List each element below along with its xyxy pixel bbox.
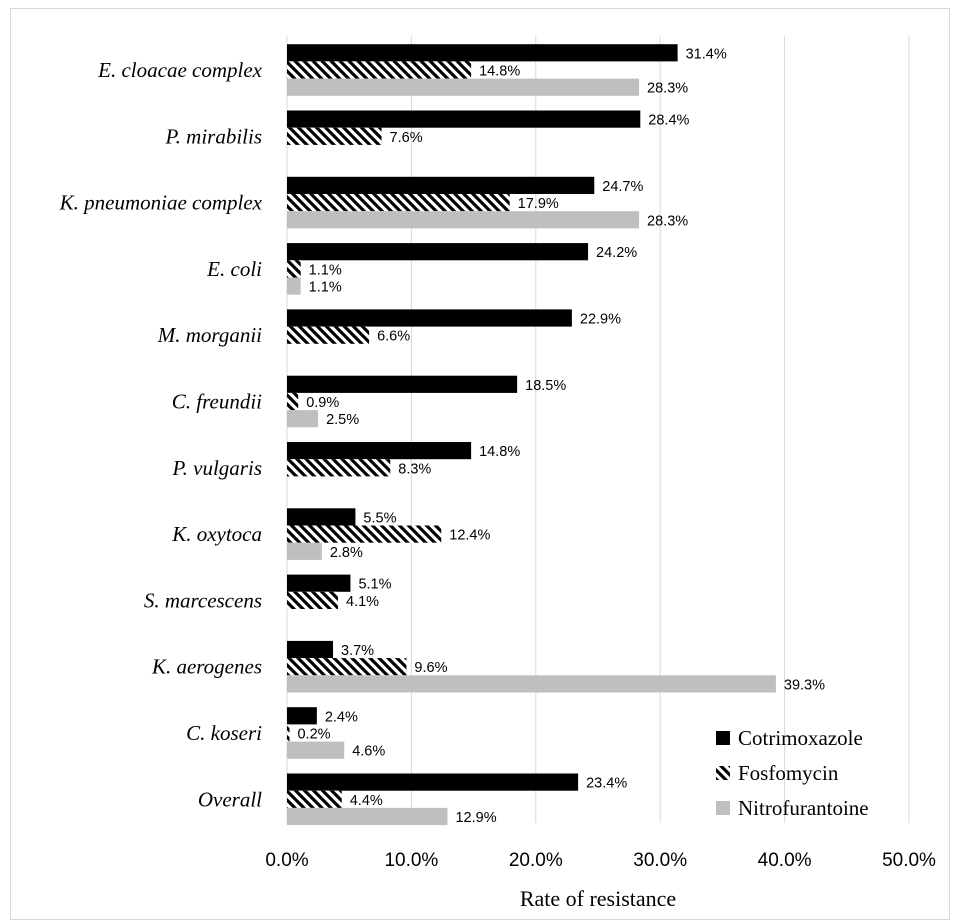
category-label: E. cloacae complex (97, 58, 263, 82)
x-tick-label: 20.0% (509, 850, 563, 871)
bar-cotrimoxazole (287, 508, 356, 526)
bar-cotrimoxazole (287, 640, 334, 659)
bar-fosfomycin (287, 459, 391, 477)
bar-cotrimoxazole (287, 442, 472, 460)
legend-label: Cotrimoxazole (738, 726, 863, 750)
legend-swatch (716, 766, 730, 780)
data-label: 1.1% (309, 280, 342, 296)
data-label: 24.7% (602, 179, 643, 195)
bar-fosfomycin (287, 127, 382, 145)
data-label: 4.4% (350, 793, 383, 809)
data-label: 28.3% (647, 81, 688, 97)
data-label: 4.1% (346, 594, 379, 610)
x-tick-labels: 0.0% 10.0% 20.0% 30.0% 40.0% 50.0% (265, 850, 936, 871)
data-label: 28.4% (648, 113, 689, 129)
bar-nitrofurantoine (287, 675, 776, 693)
data-label: 17.9% (518, 196, 559, 212)
data-label: 12.4% (449, 528, 490, 544)
data-label: 0.9% (306, 395, 339, 411)
data-labels: 31.4% 28.4% 24.7% 24.2% 22.9% 18.5% 14.8% 5.5% 5… (297, 46, 825, 826)
category-label: S. marcescens (144, 588, 262, 612)
legend-label: Nitrofurantoine (738, 796, 869, 820)
bar-cotrimoxazole (287, 176, 595, 194)
bar-cotrimoxazole (287, 243, 589, 261)
legend-swatch (716, 731, 730, 745)
category-label: P. vulgaris (172, 456, 262, 480)
bar-cotrimoxazole (287, 44, 678, 62)
category-labels: E. cloacae complex P. mirabilis K. pneumon… (59, 58, 263, 811)
category-label: K. aerogenes (151, 655, 262, 679)
bars (287, 44, 776, 826)
chart-frame (10, 8, 950, 920)
data-label: 5.5% (363, 510, 396, 526)
data-label: 7.6% (390, 130, 423, 146)
bar-fosfomycin (287, 392, 299, 411)
legend-label: Fosfomycin (738, 761, 839, 785)
category-label: K. oxytoca (171, 522, 262, 546)
data-label: 2.4% (325, 709, 358, 725)
bar-cotrimoxazole (287, 574, 351, 592)
data-label: 31.4% (686, 46, 727, 62)
x-tick-label: 50.0% (882, 850, 936, 871)
category-label: Overall (198, 787, 262, 811)
bar-fosfomycin (287, 790, 342, 808)
data-label: 12.9% (455, 810, 496, 826)
data-label: 22.9% (580, 312, 621, 328)
bar-cotrimoxazole (287, 375, 518, 393)
data-label: 4.6% (352, 744, 385, 760)
bar-cotrimoxazole (287, 707, 317, 725)
bar-fosfomycin (287, 260, 301, 278)
bar-nitrofurantoine (287, 542, 322, 560)
legend: Cotrimoxazole Fosfomycin Nitrofurantoine (716, 726, 869, 820)
category-label: E. coli (206, 257, 262, 281)
bar-fosfomycin (287, 724, 290, 742)
x-tick-label: 30.0% (633, 850, 687, 871)
bar-nitrofurantoine (287, 211, 640, 229)
data-label: 14.8% (479, 64, 520, 80)
bar-fosfomycin (287, 326, 370, 344)
bar-fosfomycin (287, 658, 407, 676)
data-label: 5.1% (358, 577, 391, 593)
data-label: 2.8% (330, 545, 363, 561)
data-label: 14.8% (479, 444, 520, 460)
bar-fosfomycin (287, 194, 510, 212)
data-label: 39.3% (784, 677, 825, 693)
category-label: K. pneumoniae complex (59, 191, 263, 215)
category-label: C. freundii (172, 390, 262, 414)
bar-cotrimoxazole (287, 773, 579, 791)
category-label: P. mirabilis (165, 124, 262, 148)
bar-fosfomycin (287, 61, 472, 79)
bar-nitrofurantoine (287, 78, 640, 96)
x-tick-label: 40.0% (758, 850, 812, 871)
bar-cotrimoxazole (287, 309, 572, 327)
data-label: 3.7% (341, 643, 374, 659)
category-label: C. koseri (186, 721, 262, 745)
bar-nitrofurantoine (287, 741, 345, 759)
bar-fosfomycin (287, 525, 442, 543)
bar-fosfomycin (287, 591, 339, 609)
bar-nitrofurantoine (287, 277, 301, 295)
x-tick-label: 0.0% (265, 850, 308, 871)
bar-nitrofurantoine (287, 807, 448, 826)
data-label: 6.6% (377, 329, 410, 345)
data-label: 28.3% (647, 213, 688, 229)
data-label: 1.1% (309, 262, 342, 278)
data-label: 18.5% (525, 378, 566, 394)
bar-cotrimoxazole (287, 110, 641, 128)
x-tick-label: 10.0% (384, 850, 438, 871)
bar-nitrofurantoine (287, 410, 319, 428)
x-axis-title: Rate of resistance (520, 886, 676, 911)
legend-swatch (716, 801, 730, 815)
gridlines (286, 36, 910, 823)
category-label: M. morganii (157, 323, 262, 347)
data-label: 24.2% (596, 245, 637, 261)
data-label: 2.5% (326, 412, 359, 428)
data-label: 23.4% (586, 776, 627, 792)
data-label: 8.3% (398, 461, 431, 477)
data-label: 9.6% (414, 660, 447, 676)
data-label: 0.2% (297, 727, 330, 743)
